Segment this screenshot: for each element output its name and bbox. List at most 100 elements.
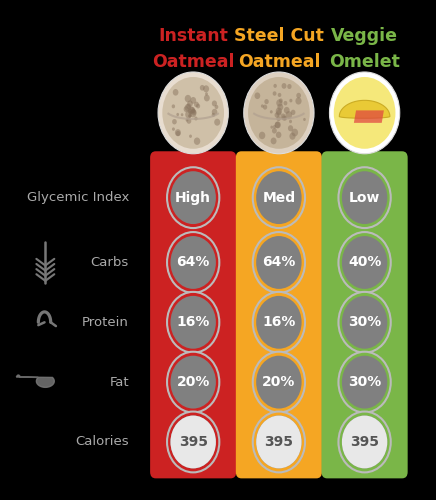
Circle shape: [172, 104, 175, 108]
Text: Oatmeal: Oatmeal: [152, 52, 235, 70]
Circle shape: [256, 236, 302, 289]
Circle shape: [170, 236, 216, 289]
Circle shape: [264, 99, 269, 104]
Circle shape: [275, 122, 281, 128]
Circle shape: [282, 83, 286, 89]
Circle shape: [181, 113, 184, 116]
Circle shape: [172, 128, 175, 131]
Circle shape: [338, 167, 391, 228]
Circle shape: [263, 104, 267, 110]
Circle shape: [272, 128, 277, 134]
Circle shape: [290, 99, 293, 102]
Circle shape: [170, 356, 216, 408]
Circle shape: [330, 72, 400, 154]
Circle shape: [205, 92, 208, 96]
Polygon shape: [16, 375, 54, 388]
Circle shape: [191, 110, 196, 114]
Text: 20%: 20%: [177, 375, 210, 389]
Circle shape: [261, 104, 264, 108]
Circle shape: [196, 104, 200, 108]
Circle shape: [188, 114, 191, 117]
Circle shape: [170, 416, 216, 469]
Text: Instant: Instant: [158, 26, 228, 44]
Circle shape: [188, 106, 194, 114]
Circle shape: [170, 296, 216, 348]
Circle shape: [273, 125, 276, 128]
Text: Glycemic Index: Glycemic Index: [27, 191, 129, 204]
Circle shape: [283, 101, 287, 105]
Circle shape: [212, 100, 217, 106]
Circle shape: [276, 132, 281, 138]
Text: Med: Med: [262, 190, 296, 204]
Circle shape: [279, 98, 283, 103]
Circle shape: [190, 110, 196, 118]
Circle shape: [253, 412, 305, 472]
Text: Fat: Fat: [109, 376, 129, 388]
Circle shape: [334, 77, 395, 149]
Circle shape: [342, 296, 387, 348]
Circle shape: [271, 138, 276, 144]
Circle shape: [338, 352, 391, 412]
Circle shape: [303, 118, 306, 121]
Circle shape: [256, 356, 302, 408]
Polygon shape: [354, 110, 384, 123]
Circle shape: [338, 292, 391, 352]
Circle shape: [253, 292, 305, 352]
Circle shape: [276, 108, 282, 115]
Circle shape: [342, 236, 387, 289]
Circle shape: [194, 138, 200, 145]
Circle shape: [191, 97, 196, 103]
Circle shape: [253, 167, 305, 228]
Circle shape: [203, 86, 209, 92]
Circle shape: [282, 116, 286, 120]
Circle shape: [291, 128, 298, 136]
Circle shape: [259, 132, 266, 139]
Text: Protein: Protein: [82, 316, 129, 329]
Circle shape: [162, 77, 224, 149]
Circle shape: [288, 125, 293, 132]
Circle shape: [167, 167, 219, 228]
Text: Low: Low: [349, 190, 380, 204]
Circle shape: [286, 111, 292, 119]
Circle shape: [256, 296, 302, 348]
Text: 20%: 20%: [262, 375, 296, 389]
Circle shape: [167, 412, 219, 472]
Circle shape: [248, 77, 310, 149]
Circle shape: [170, 416, 216, 469]
Circle shape: [175, 129, 181, 136]
Circle shape: [253, 352, 305, 412]
Circle shape: [215, 105, 218, 109]
Circle shape: [186, 104, 191, 109]
Circle shape: [338, 412, 391, 472]
Circle shape: [186, 118, 188, 122]
Text: Omelet: Omelet: [329, 52, 400, 70]
Circle shape: [295, 98, 302, 104]
Circle shape: [167, 232, 219, 293]
Circle shape: [290, 132, 296, 140]
Circle shape: [188, 114, 191, 118]
Circle shape: [190, 107, 195, 114]
FancyBboxPatch shape: [150, 152, 236, 478]
Circle shape: [167, 352, 219, 412]
Circle shape: [214, 118, 220, 126]
Circle shape: [256, 416, 302, 469]
Circle shape: [283, 116, 287, 120]
Circle shape: [276, 100, 283, 106]
Circle shape: [200, 85, 205, 90]
Circle shape: [255, 92, 260, 99]
Circle shape: [176, 131, 181, 136]
Circle shape: [272, 92, 276, 96]
Text: 30%: 30%: [348, 316, 381, 330]
Circle shape: [256, 416, 302, 469]
FancyBboxPatch shape: [236, 152, 322, 478]
Circle shape: [185, 104, 191, 111]
Circle shape: [280, 114, 286, 119]
Circle shape: [184, 106, 189, 112]
Text: 30%: 30%: [348, 375, 381, 389]
Circle shape: [296, 93, 301, 98]
Text: Calories: Calories: [75, 436, 129, 448]
Circle shape: [204, 94, 210, 102]
Circle shape: [176, 113, 179, 116]
Circle shape: [275, 122, 280, 128]
Circle shape: [211, 113, 215, 117]
